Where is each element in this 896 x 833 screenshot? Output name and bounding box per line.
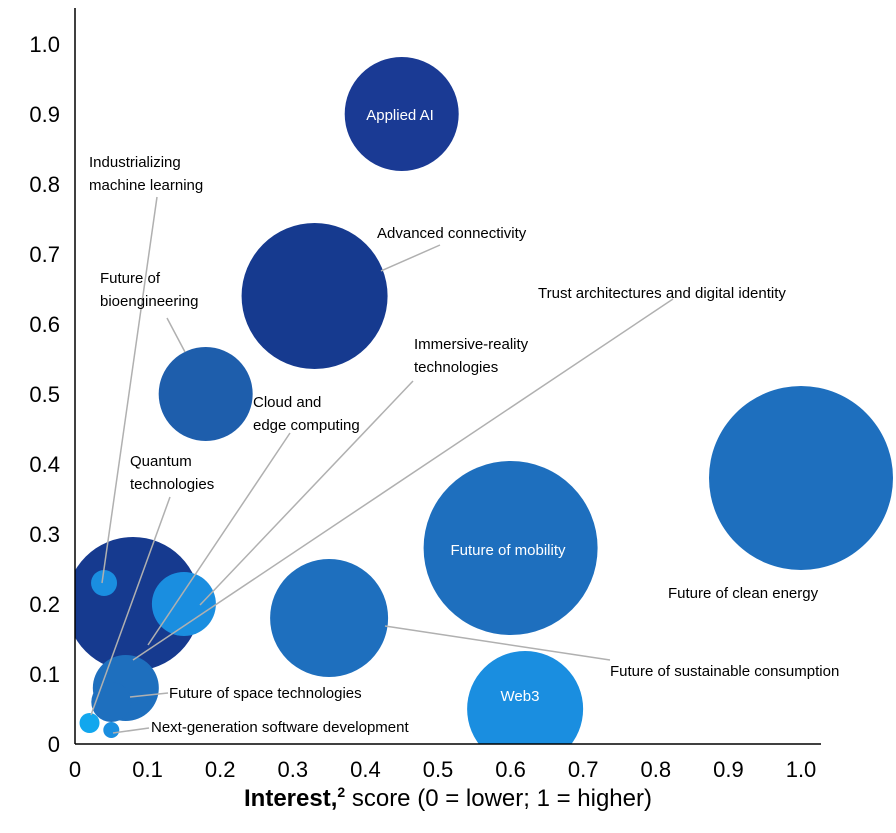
bubble-applied-ai bbox=[344, 57, 459, 171]
bubble-future-of-clean-energy bbox=[709, 386, 893, 570]
x-axis-title-rest: score (0 = lower; 1 = higher) bbox=[345, 785, 652, 812]
x-tick-label: 0.8 bbox=[641, 757, 672, 780]
leader-line-trust-architectures-and-digital-identity bbox=[132, 298, 674, 661]
bubble-cloud-and-edge-computing bbox=[158, 347, 253, 441]
leader-line-future-of-sustainable-consumption bbox=[384, 625, 611, 661]
y-tick-label: 0.4 bbox=[29, 452, 60, 477]
x-tick-label: 0.5 bbox=[423, 757, 454, 780]
annotation-label: technologies bbox=[414, 359, 498, 376]
annotation-label: Cloud and bbox=[253, 394, 321, 411]
bubble-quantum-technologies bbox=[79, 713, 100, 733]
leader-line-immersive-reality-technologies bbox=[199, 380, 414, 606]
annotation-label: Industrializing bbox=[89, 154, 181, 171]
bubble-future-of-space-technologies bbox=[91, 682, 132, 722]
annotation-label: Trust architectures and digital identity bbox=[538, 285, 786, 302]
y-tick-label: 0.8 bbox=[29, 172, 60, 197]
bubble-chart: 0 0.1 0.2 0.3 0.4 0.5 0.6 0.7 0.8 0.9 1.0 0 0.1 0.2 0.… bbox=[29, 8, 893, 780]
x-axis-title-bold: Interest, bbox=[244, 785, 338, 812]
leader-line-quantum-technologies bbox=[90, 496, 171, 716]
bubble-next-generation-software-development bbox=[103, 722, 120, 738]
annotation-label: Future of mobility bbox=[450, 542, 566, 559]
x-tick-label: 0.9 bbox=[713, 757, 744, 780]
x-tick-label: 0.4 bbox=[350, 757, 381, 780]
x-axis-title-footnote: 2 bbox=[337, 784, 346, 800]
annotation-label: machine learning bbox=[89, 177, 203, 194]
bubble-future-of-mobility bbox=[423, 461, 598, 635]
y-tick-label: 0.6 bbox=[29, 312, 60, 337]
y-tick-label: 0 bbox=[48, 732, 60, 757]
bubble-web3 bbox=[467, 651, 584, 744]
x-tick-label: 0.2 bbox=[205, 757, 236, 780]
leader-line-advanced-connectivity bbox=[380, 244, 441, 272]
annotation-label: Future of space technologies bbox=[169, 685, 362, 702]
bubble-industrializing-machine-learning bbox=[91, 570, 118, 596]
x-tick-label: 0.6 bbox=[495, 757, 526, 780]
annotation-label: Web3 bbox=[501, 688, 540, 705]
y-tick-label: 0.7 bbox=[29, 242, 60, 267]
leader-line-future-of-space-technologies bbox=[129, 692, 169, 698]
annotation-label: Future of bbox=[100, 270, 161, 287]
y-tick-label: 0.3 bbox=[29, 522, 60, 547]
annotation-label: Next-generation software development bbox=[151, 719, 409, 736]
x-tick-label: 0.1 bbox=[132, 757, 163, 780]
bubble-future-of-sustainable-consumption bbox=[270, 559, 389, 677]
leader-line-future-of-bioengineering bbox=[166, 317, 186, 353]
annotation-label: Applied AI bbox=[366, 107, 434, 124]
annotation-label: edge computing bbox=[253, 417, 360, 434]
x-axis-title: Interest,2 score (0 = lower; 1 = higher) bbox=[0, 784, 896, 813]
y-tick-label: 0.2 bbox=[29, 592, 60, 617]
bubble-immersive-reality-technologies bbox=[151, 572, 216, 636]
y-tick-label: 0.5 bbox=[29, 382, 60, 407]
annotation-label: Advanced connectivity bbox=[377, 225, 527, 242]
annotation-label: Quantum bbox=[130, 453, 192, 470]
x-tick-label: 0.3 bbox=[278, 757, 309, 780]
annotation-label: Future of clean energy bbox=[668, 585, 819, 602]
annotation-label: technologies bbox=[130, 476, 214, 493]
annotation-label: Future of sustainable consumption bbox=[610, 663, 839, 680]
x-tick-label: 0 bbox=[69, 757, 81, 780]
y-tick-label: 0.9 bbox=[29, 102, 60, 127]
y-tick-label: 0.1 bbox=[29, 662, 60, 687]
leader-line-next-generation-software-development bbox=[112, 727, 150, 734]
x-tick-label: 1.0 bbox=[786, 757, 817, 780]
annotation-label: Immersive-reality bbox=[414, 336, 529, 353]
leader-line-cloud-and-edge-computing bbox=[147, 432, 291, 646]
annotation-label: bioengineering bbox=[100, 293, 198, 310]
y-tick-label: 1.0 bbox=[29, 32, 60, 57]
bubble-advanced-connectivity bbox=[241, 223, 388, 369]
leader-line-industrializing-machine-learning bbox=[101, 196, 158, 584]
x-tick-label: 0.7 bbox=[568, 757, 599, 780]
